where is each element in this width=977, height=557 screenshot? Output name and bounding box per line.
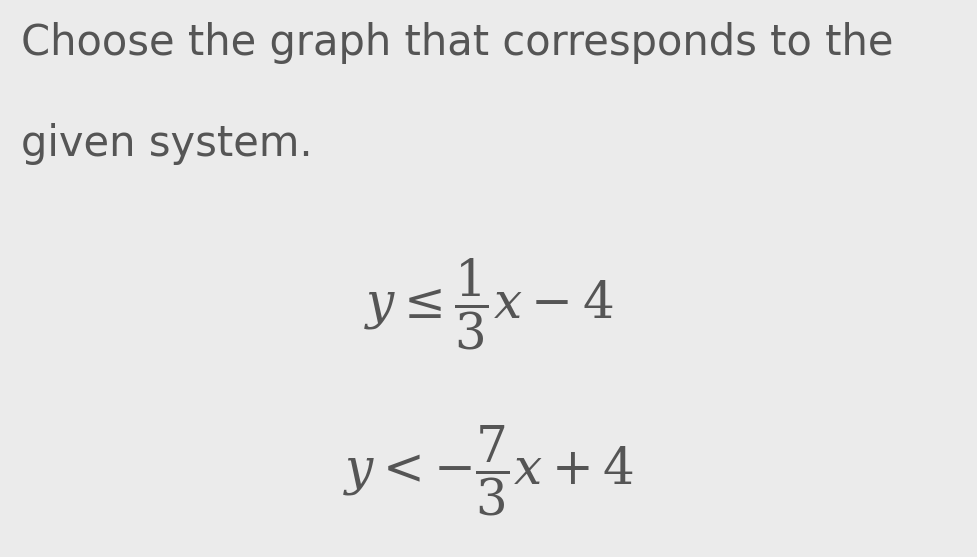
Text: $y < -\dfrac{7}{3}x + 4$: $y < -\dfrac{7}{3}x + 4$ bbox=[343, 423, 634, 518]
Text: given system.: given system. bbox=[21, 123, 313, 164]
Text: Choose the graph that corresponds to the: Choose the graph that corresponds to the bbox=[21, 22, 894, 64]
Text: $y \leq \dfrac{1}{3}x - 4$: $y \leq \dfrac{1}{3}x - 4$ bbox=[363, 256, 614, 352]
